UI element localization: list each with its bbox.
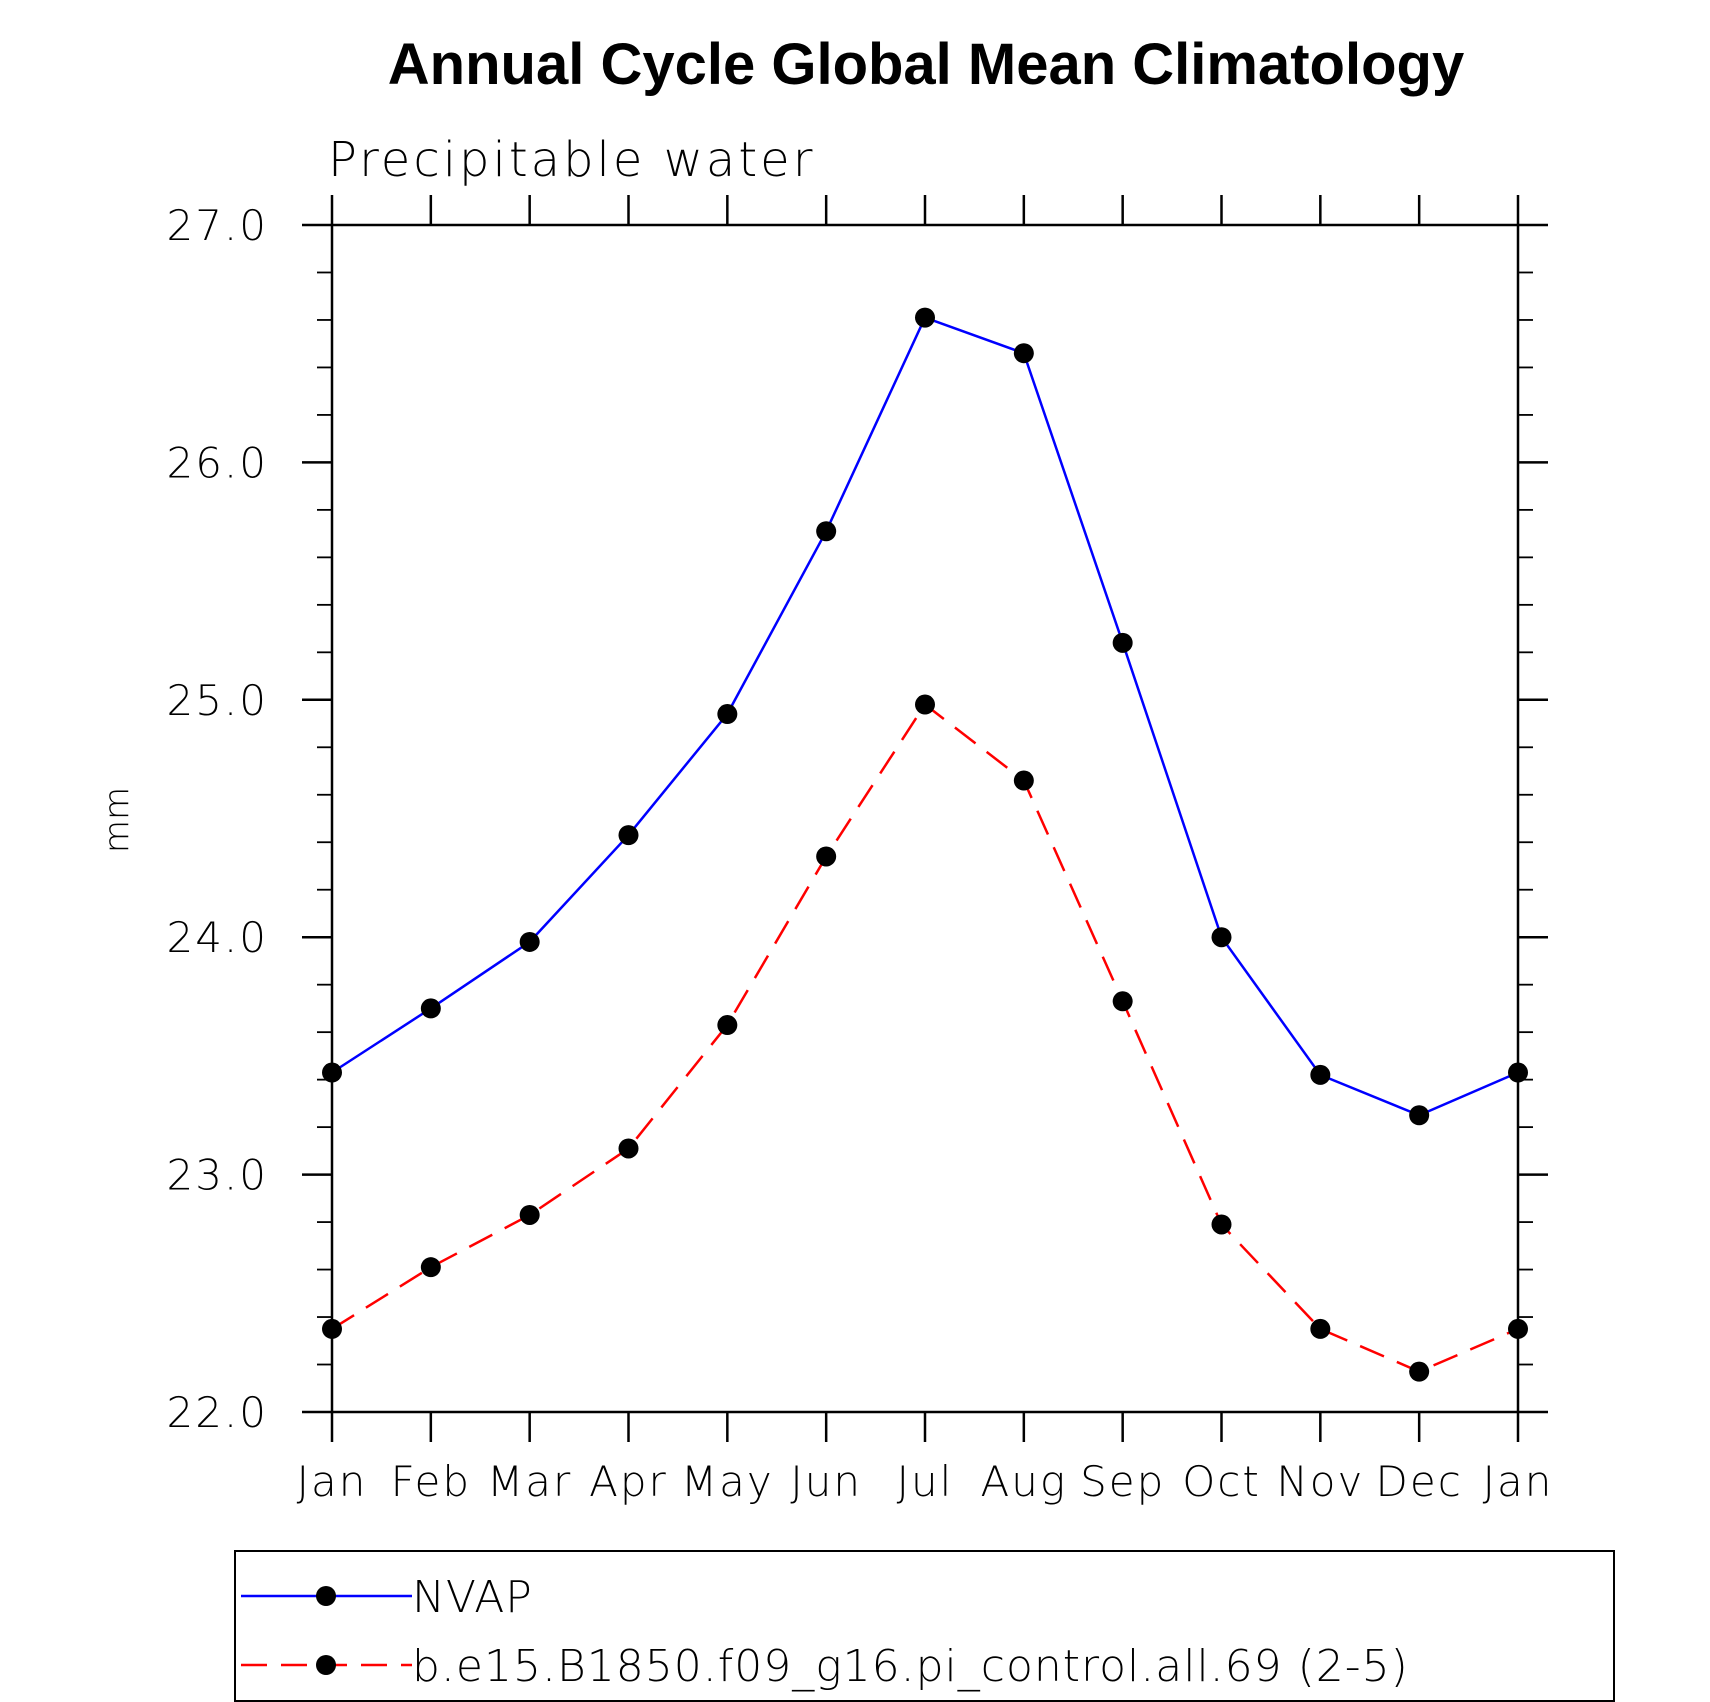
data-point: [816, 521, 837, 542]
y-axis-label: mm: [97, 787, 137, 853]
data-point: [322, 1062, 342, 1083]
data-point: [519, 1204, 540, 1225]
y-tick-label: 23.0: [166, 1151, 268, 1200]
chart-subtitle: Precipitable water: [328, 132, 815, 188]
legend-marker: [316, 1655, 336, 1675]
x-tick-label: Jun: [790, 1457, 862, 1506]
data-point: [420, 998, 441, 1019]
legend-label: NVAP: [412, 1572, 533, 1623]
data-point: [1508, 1318, 1528, 1339]
data-point: [717, 704, 738, 725]
x-tick-label: Jan: [297, 1457, 368, 1506]
legend-label: b.e15.B1850.f09_g16.pi_control.all.69 (2…: [412, 1641, 1409, 1692]
series-layer: [322, 307, 1528, 1382]
plot-frame: [330, 223, 1520, 1414]
axes: Jan Feb Mar Apr May Jun Jul Aug Sep Oct Nov Dec Jan 2…: [166, 195, 1554, 1506]
series-line: [331, 316, 1519, 1117]
data-point: [618, 1138, 639, 1159]
data-point: [1409, 1105, 1430, 1126]
x-tick-label: Nov: [1276, 1457, 1364, 1506]
data-point: [1211, 927, 1232, 948]
data-point: [1508, 1062, 1528, 1083]
x-tick-label: Dec: [1376, 1457, 1463, 1506]
x-tick-label: Jul: [897, 1457, 954, 1506]
x-tick-label: Aug: [981, 1457, 1068, 1506]
x-tick-label: Jan: [1483, 1457, 1554, 1506]
y-tick-label: 25.0: [166, 676, 268, 725]
data-point: [1310, 1318, 1331, 1339]
chart-title: Annual Cycle Global Mean Climatology: [388, 32, 1464, 97]
x-tick-label: Apr: [589, 1457, 668, 1506]
data-point: [816, 846, 837, 867]
data-point: [915, 694, 935, 715]
legend: NVAP b.e15.B1850.f09_g16.pi_control.all.6…: [234, 1550, 1615, 1702]
data-point: [618, 825, 639, 846]
data-point: [1409, 1361, 1430, 1382]
series-1: [322, 307, 1528, 1126]
y-tick-label: 24.0: [166, 913, 268, 962]
data-point: [519, 931, 540, 952]
series-2: [322, 694, 1528, 1382]
data-point: [1112, 991, 1133, 1012]
data-point: [1310, 1064, 1331, 1085]
y-tick-label: 26.0: [166, 438, 268, 487]
data-point: [915, 307, 935, 328]
x-tick-label: Oct: [1182, 1457, 1261, 1506]
data-point: [322, 1318, 342, 1339]
data-point: [420, 1257, 441, 1278]
x-tick-label: Sep: [1080, 1457, 1165, 1506]
y-tick-label: 22.0: [166, 1388, 268, 1437]
y-tick-label: 27.0: [166, 201, 268, 250]
data-point: [1112, 632, 1133, 653]
data-point: [717, 1015, 738, 1036]
data-point: [1013, 770, 1034, 791]
data-point: [1013, 343, 1034, 364]
x-tick-label: Feb: [391, 1457, 471, 1506]
legend-box: [234, 1550, 1615, 1702]
data-point: [1211, 1214, 1232, 1235]
x-tick-label: May: [681, 1457, 774, 1506]
legend-marker: [316, 1586, 336, 1606]
x-tick-label: Mar: [487, 1457, 572, 1506]
series-line: [331, 702, 1519, 1373]
